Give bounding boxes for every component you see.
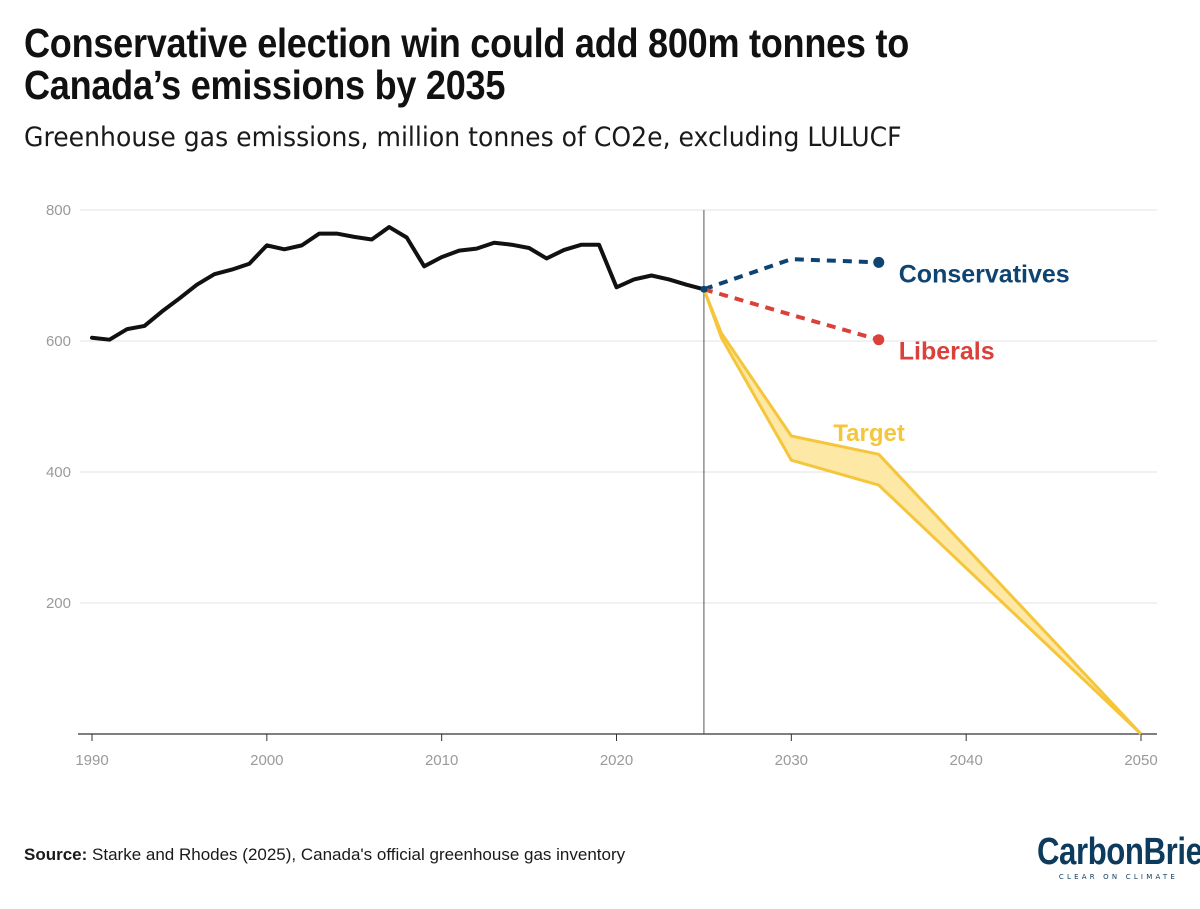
x-tick-label: 2050 [1124, 752, 1157, 769]
axis-layer: 200 400 600 800 1990 2000 2010 2020 2030 2040 2050 [46, 202, 1158, 769]
historical-emissions-line [90, 225, 706, 342]
x-tick-label: 2020 [600, 752, 633, 769]
grid-layer [80, 209, 1157, 604]
conservatives-label: Conservatives [899, 260, 1070, 288]
conservatives-endpoint-dot [873, 256, 885, 268]
liberals-label: Liberals [899, 338, 995, 366]
y-tick-label: 800 [46, 202, 71, 219]
logo-tagline: CLEAR ON CLIMATE [1058, 873, 1178, 881]
source-note: Source: Starke and Rhodes (2025), Canada… [24, 845, 625, 865]
x-tick-label: 2000 [250, 752, 283, 769]
series-layer [90, 225, 1143, 736]
liberals-endpoint-dot [873, 334, 885, 346]
y-tick-label: 600 [46, 333, 71, 350]
projection-origin-dot [700, 285, 708, 293]
conservatives-scenario-line [703, 257, 879, 292]
x-tick-label: 1990 [75, 752, 108, 769]
target-lower-line [702, 288, 1143, 736]
chart-title: Conservative election win could add 800m… [24, 20, 910, 108]
y-tick-label: 400 [46, 464, 71, 481]
carbonbrief-logo: CarbonBrief CLEAR ON CLIMATE [1006, 831, 1200, 881]
source-label: Source: [24, 845, 88, 864]
target-band-area [703, 289, 1141, 734]
x-tick-label: 2040 [949, 752, 982, 769]
x-tick-label: 2010 [425, 752, 458, 769]
source-text: Starke and Rhodes (2025), Canada's offic… [87, 845, 626, 864]
target-label: Target [833, 420, 905, 447]
x-tick-label: 2030 [775, 752, 808, 769]
chart-subtitle: Greenhouse gas emissions, million tonnes… [24, 122, 902, 153]
liberals-scenario-line [703, 287, 880, 342]
label-layer: Target Conservatives Liberals [831, 260, 1070, 449]
y-tick-label: 200 [46, 595, 71, 612]
logo-wordmark: CarbonBrief [1036, 831, 1200, 873]
